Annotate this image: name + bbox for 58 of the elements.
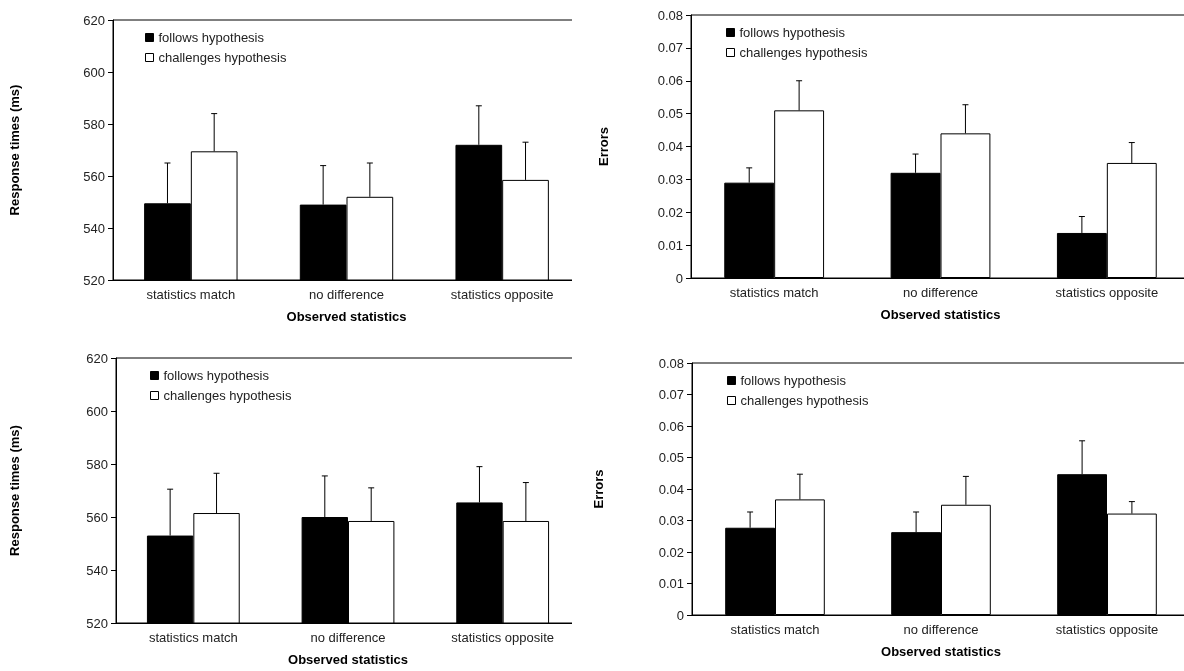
legend-label: challenges hypothesis <box>158 50 287 65</box>
y-tick-label: 0.08 <box>658 355 684 371</box>
y-tick-label: 0.03 <box>658 513 684 528</box>
x-axis-title: Observed statistics <box>881 644 1001 659</box>
x-axis-title: Observed statistics <box>880 307 1001 322</box>
y-tick-label: 0.05 <box>657 106 683 122</box>
legend-label: challenges hypothesis <box>740 393 869 408</box>
y-tick-label: 0.04 <box>658 481 684 497</box>
x-tick-label: no difference <box>903 285 978 300</box>
y-tick-label: 0.07 <box>657 40 683 56</box>
y-tick-label: 0.02 <box>658 544 684 560</box>
y-tick-label: 0.08 <box>657 7 683 23</box>
legend-label: follows hypothesis <box>158 30 265 45</box>
y-tick-label: 620 <box>83 12 105 28</box>
y-tick-label: 0.05 <box>658 450 684 465</box>
y-tick-label: 580 <box>86 456 108 472</box>
y-tick-label: 0.01 <box>658 576 684 591</box>
y-tick-label: 560 <box>86 509 108 525</box>
x-tick-label: statistics match <box>729 285 819 300</box>
legend-label: follows hypothesis <box>740 373 847 388</box>
y-tick-label: 0.04 <box>657 139 683 154</box>
y-tick-label: 520 <box>83 272 105 288</box>
y-axis-title: Response times (ms) <box>7 425 22 556</box>
x-tick-label: statistics opposite <box>451 630 554 645</box>
x-tick-label: statistics opposite <box>1055 285 1159 300</box>
legend-label: challenges hypothesis <box>739 45 868 60</box>
y-tick-label: 520 <box>86 615 108 631</box>
x-tick-label: statistics match <box>148 630 238 645</box>
y-tick-label: 0.01 <box>657 237 683 253</box>
y-tick-label: 580 <box>83 116 105 132</box>
y-tick-label: 600 <box>86 403 108 419</box>
x-axis-title: Observed statistics <box>286 309 407 324</box>
legend-label: follows hypothesis <box>739 25 846 40</box>
y-tick-label: 0 <box>675 270 683 286</box>
y-tick-label: 0.02 <box>657 204 683 220</box>
y-tick-label: 600 <box>83 64 105 80</box>
y-tick-label: 0.06 <box>657 73 683 89</box>
x-tick-label: no difference <box>903 622 979 637</box>
x-tick-label: statistics opposite <box>1055 622 1159 637</box>
x-tick-label: statistics opposite <box>450 287 554 302</box>
y-tick-label: 0.06 <box>658 418 684 434</box>
x-tick-label: statistics match <box>146 287 236 302</box>
x-axis-title: Observed statistics <box>288 652 408 667</box>
x-tick-label: statistics match <box>730 622 820 637</box>
y-tick-label: 620 <box>86 350 108 366</box>
y-axis-title: Errors <box>596 126 611 167</box>
y-tick-label: 0.03 <box>657 171 683 187</box>
y-axis-title: Errors <box>591 469 606 509</box>
y-axis-title: Response times (ms) <box>7 84 22 216</box>
y-tick-label: 0 <box>676 607 684 623</box>
y-tick-label: 560 <box>83 168 105 184</box>
y-tick-label: 540 <box>86 562 108 578</box>
x-tick-label: no difference <box>309 287 384 302</box>
legend-label: challenges hypothesis <box>163 388 292 403</box>
legend-label: follows hypothesis <box>163 368 270 383</box>
y-tick-label: 540 <box>83 220 105 236</box>
y-tick-label: 0.07 <box>658 387 684 402</box>
x-tick-label: no difference <box>310 630 386 645</box>
